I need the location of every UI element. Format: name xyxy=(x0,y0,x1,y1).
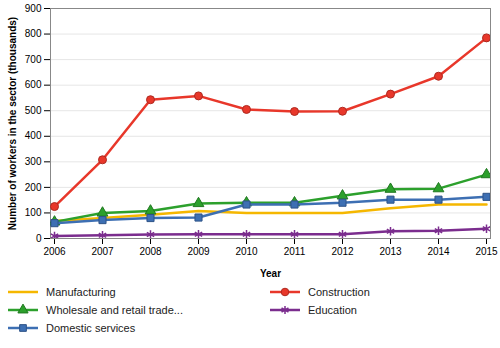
html-text:Construction: Construction xyxy=(308,286,370,298)
svg-text:2012: 2012 xyxy=(331,246,354,257)
html-text:Manufacturing: Manufacturing xyxy=(46,286,116,298)
svg-text:200: 200 xyxy=(25,182,42,193)
svg-text:0: 0 xyxy=(36,233,42,244)
svg-text:Number of workers in the secto: Number of workers in the sector (thousan… xyxy=(7,17,18,230)
html-text:Domestic services: Domestic services xyxy=(46,322,136,334)
svg-text:800: 800 xyxy=(25,28,42,39)
svg-text:2014: 2014 xyxy=(427,246,450,257)
svg-text:2013: 2013 xyxy=(379,246,402,257)
html-text:Education: Education xyxy=(308,304,357,316)
svg-text:500: 500 xyxy=(25,105,42,116)
svg-text:2008: 2008 xyxy=(139,246,162,257)
svg-text:100: 100 xyxy=(25,207,42,218)
svg-text:2011: 2011 xyxy=(284,246,306,257)
svg-text:900: 900 xyxy=(25,3,42,14)
svg-text:2009: 2009 xyxy=(187,246,210,257)
svg-text:400: 400 xyxy=(25,130,42,141)
svg-text:600: 600 xyxy=(25,79,42,90)
svg-text:300: 300 xyxy=(25,156,42,167)
svg-text:700: 700 xyxy=(25,54,42,65)
svg-text:2015: 2015 xyxy=(475,246,498,257)
svg-text:Year: Year xyxy=(260,268,281,279)
svg-text:2006: 2006 xyxy=(43,246,66,257)
svg-text:2007: 2007 xyxy=(91,246,114,257)
svg-text:2010: 2010 xyxy=(235,246,258,257)
html-text:Wholesale and retail trade...: Wholesale and retail trade... xyxy=(46,304,183,316)
